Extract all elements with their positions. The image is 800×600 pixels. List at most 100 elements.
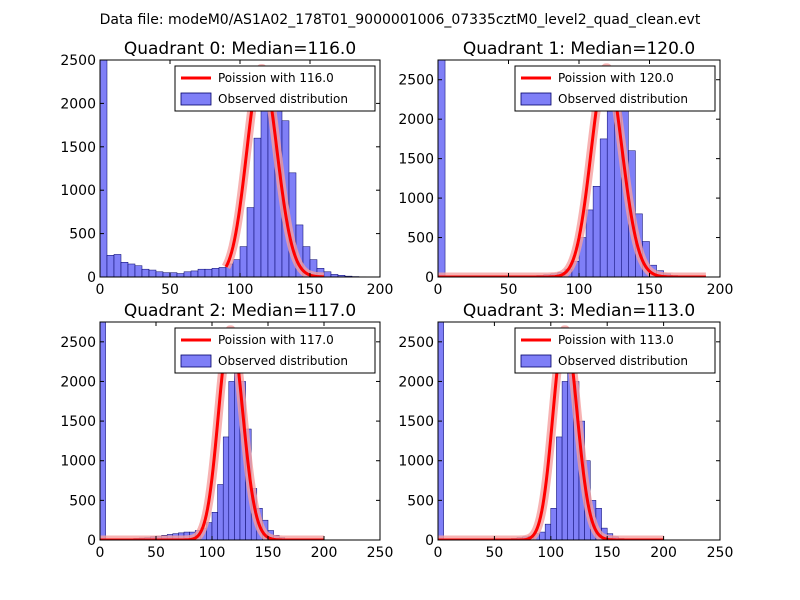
legend: Poission with 113.0 Observed distribution xyxy=(514,327,716,374)
x-tick-label: 150 xyxy=(255,545,282,561)
subplot-quadrant-1: 0 50 100 150 20005001000150020002500Quadrant… xyxy=(398,39,733,298)
axes-frame xyxy=(437,321,721,541)
x-tick-label: 200 xyxy=(367,282,394,298)
hist-bar xyxy=(162,272,171,277)
hist-bar xyxy=(218,267,227,277)
legend: Poission with 117.0 Observed distribution xyxy=(174,327,376,374)
hist-bar xyxy=(127,263,136,277)
x-tick-label: 200 xyxy=(650,545,677,561)
y-tick-label: 2500 xyxy=(398,73,434,89)
x-tick-label: 50 xyxy=(161,282,179,298)
x-tick-label: 50 xyxy=(485,545,503,561)
legend-bar-swatch xyxy=(180,92,212,106)
x-tick-label: 150 xyxy=(636,282,663,298)
poisson-curve xyxy=(224,67,325,277)
y-tick-label: 1500 xyxy=(60,140,96,156)
y-tick-label: 500 xyxy=(407,493,434,509)
x-tick-label: 100 xyxy=(227,282,254,298)
hist-bar xyxy=(134,265,143,277)
y-tick-label: 2500 xyxy=(60,53,96,69)
x-tick-label: 0 xyxy=(96,545,105,561)
legend: Poission with 116.0 Observed distribution xyxy=(174,65,376,112)
hist-bar xyxy=(141,268,150,277)
hist-bar xyxy=(190,270,199,277)
legend-bar-swatch xyxy=(520,354,552,368)
x-tick-label: 150 xyxy=(594,545,621,561)
legend-bar-swatch xyxy=(180,354,212,368)
hist-bar xyxy=(100,322,106,540)
y-tick-label: 1000 xyxy=(398,454,434,470)
x-tick-label: 50 xyxy=(500,282,518,298)
y-tick-label: 1500 xyxy=(398,414,434,430)
hist-bar xyxy=(606,111,615,277)
hist-bar xyxy=(539,531,546,540)
x-tick-label: 0 xyxy=(434,545,443,561)
subplot-quadrant-3: 0 50 100 150 200 25005001000150020002500Quadr… xyxy=(398,301,733,561)
hist-bar xyxy=(544,523,552,540)
legend-bar-swatch xyxy=(520,92,552,106)
y-tick-label: 1000 xyxy=(398,191,434,207)
hist-bar xyxy=(211,268,220,277)
hist-bar xyxy=(204,268,213,277)
y-tick-label: 0 xyxy=(425,533,434,549)
y-tick-label: 500 xyxy=(407,231,434,247)
x-tick-label: 200 xyxy=(707,282,734,298)
poisson-curve xyxy=(438,328,664,540)
hist-bar xyxy=(217,484,224,540)
legend-label: Observed distribution xyxy=(218,92,348,106)
legend-label: Poission with 113.0 xyxy=(558,333,674,347)
hist-bar xyxy=(592,186,601,277)
y-tick-label: 0 xyxy=(425,270,434,286)
y-tick-label: 500 xyxy=(69,493,96,509)
hist-bar xyxy=(239,246,248,277)
axes-frame xyxy=(99,321,381,541)
hist-bar xyxy=(232,259,241,277)
subplot-title: Quadrant 3: Median=113.0 xyxy=(463,301,695,321)
hist-bar xyxy=(120,261,129,277)
subplot-title: Quadrant 0: Median=116.0 xyxy=(124,39,356,59)
subplot-quadrant-2: 0 50 100 150 200 25005001000150020002500Quadr… xyxy=(60,301,393,561)
legend-label: Poission with 120.0 xyxy=(558,71,674,85)
legend: Poission with 120.0 Observed distribution xyxy=(514,65,716,112)
hist-bar xyxy=(100,60,108,277)
x-tick-label: 100 xyxy=(199,545,226,561)
legend-label: Observed distribution xyxy=(218,354,348,368)
y-tick-label: 2500 xyxy=(60,335,96,351)
x-tick-label: 150 xyxy=(297,282,324,298)
y-tick-label: 500 xyxy=(69,227,96,243)
hist-bar xyxy=(253,137,262,277)
x-tick-label: 50 xyxy=(147,545,165,561)
hist-bar xyxy=(211,512,218,540)
y-tick-label: 2000 xyxy=(398,374,434,390)
hist-bar xyxy=(438,60,446,277)
plot-area xyxy=(438,322,667,540)
hist-bar xyxy=(599,138,608,277)
hist-bar xyxy=(183,271,192,277)
hist-bar xyxy=(438,322,444,540)
y-tick-label: 2000 xyxy=(60,374,96,390)
x-tick-label: 100 xyxy=(537,545,564,561)
y-tick-label: 1000 xyxy=(60,454,96,470)
y-tick-label: 0 xyxy=(87,270,96,286)
hist-bar xyxy=(228,381,235,540)
x-tick-label: 0 xyxy=(434,282,443,298)
poisson-curve xyxy=(438,66,706,277)
x-tick-label: 100 xyxy=(566,282,593,298)
hist-bar xyxy=(113,254,122,277)
subplot-title: Quadrant 1: Median=120.0 xyxy=(463,39,695,59)
hist-bar xyxy=(556,436,563,540)
subplot-title: Quadrant 2: Median=117.0 xyxy=(124,301,356,321)
y-tick-label: 2000 xyxy=(398,112,434,128)
subplot-quadrant-0: 0 50 100 150 20005001000150020002500Quadrant… xyxy=(60,39,393,298)
hist-bar xyxy=(169,272,178,277)
hist-bar xyxy=(155,271,164,277)
y-tick-label: 2000 xyxy=(60,96,96,112)
hist-bar xyxy=(176,273,185,277)
y-tick-label: 1500 xyxy=(60,414,96,430)
x-tick-label: 250 xyxy=(707,545,734,561)
y-tick-label: 2500 xyxy=(398,335,434,351)
y-tick-label: 1000 xyxy=(60,183,96,199)
hist-bar xyxy=(148,269,157,277)
